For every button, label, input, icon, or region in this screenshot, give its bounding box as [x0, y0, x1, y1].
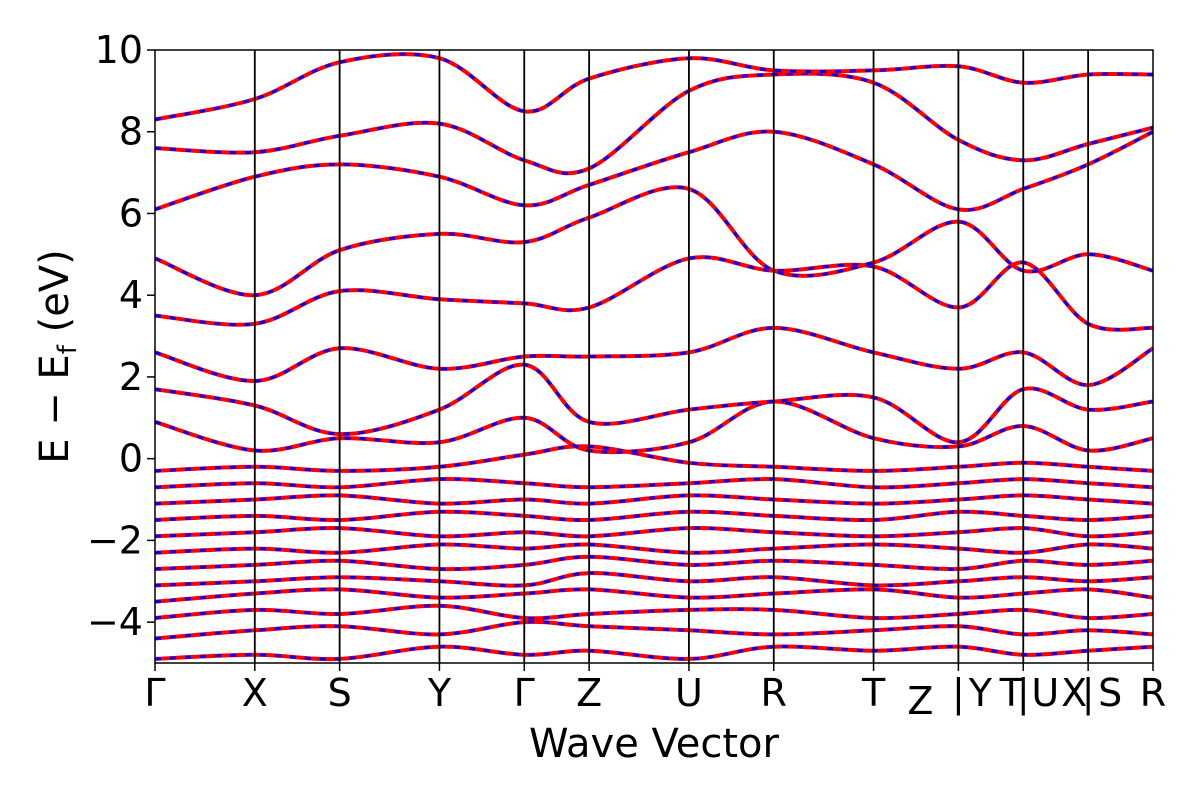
x-axis-ticks: Γ X S Y Γ Z U R T Z | Y T| U X| S R: [144, 663, 1166, 723]
band-4-solid: [155, 571, 1153, 588]
band-1-dashed: [155, 620, 1153, 640]
x-tick-label: T: [861, 671, 886, 715]
x-tick-label: S: [328, 671, 352, 715]
x-tick-label: R: [1140, 671, 1166, 715]
band-18-solid: [155, 71, 1153, 176]
x-tick-label: U: [1031, 671, 1059, 715]
plot-frame: [154, 49, 1154, 664]
x-tick-label: U: [675, 671, 703, 715]
y-tick-label: −2: [87, 518, 143, 562]
high-symmetry-lines: [253, 50, 1090, 663]
x-tick-label: Γ: [514, 671, 535, 715]
y-tick-label: 10: [95, 28, 143, 72]
y-axis-title: E − Ef (eV): [32, 249, 83, 464]
x-tick-label: S: [1098, 671, 1122, 715]
x-axis-title: Wave Vector: [529, 721, 780, 767]
x-tick-label: Γ: [144, 671, 165, 715]
band-16-solid: [155, 185, 1153, 298]
x-tick-label: |: [952, 671, 965, 716]
y-axis-title-sub: f: [53, 344, 83, 354]
y-tick-label: 2: [119, 355, 143, 399]
band-12-dashed: [155, 399, 1153, 454]
band-2-dashed: [155, 604, 1153, 620]
band-15-dashed: [155, 255, 1153, 332]
y-tick-label: −4: [87, 600, 143, 644]
band-1-solid: [155, 619, 1153, 641]
x-tick-label: Z: [907, 679, 933, 723]
x-tick-label: Z: [576, 671, 602, 715]
x-tick-label: |: [1082, 671, 1095, 716]
y-tick-label: 0: [119, 437, 143, 481]
x-tick-label: Y: [427, 671, 452, 715]
y-tick-label: 4: [119, 273, 143, 317]
band-3-dashed: [155, 587, 1153, 604]
x-tick-label: Y: [968, 671, 993, 715]
x-tick-label: |: [1017, 671, 1030, 716]
y-axis-ticks: −4 −2 0 2 4 6 8 10: [87, 28, 155, 644]
band-lines: [155, 52, 1153, 662]
y-tick-label: 8: [119, 110, 143, 154]
x-tick-label: X: [1061, 671, 1087, 715]
y-tick-label: 6: [119, 191, 143, 235]
band-19-solid: [155, 52, 1153, 122]
y-axis-title-main: E − E: [32, 354, 78, 464]
band-15-solid: [155, 255, 1153, 332]
band-16-dashed: [155, 185, 1153, 297]
band-19-dashed: [155, 52, 1153, 121]
x-tick-label: T: [999, 671, 1024, 715]
y-axis-title-unit: (eV): [32, 249, 78, 345]
x-tick-label: X: [242, 671, 268, 715]
band-14-dashed: [155, 326, 1153, 387]
x-tick-label: R: [761, 671, 787, 715]
